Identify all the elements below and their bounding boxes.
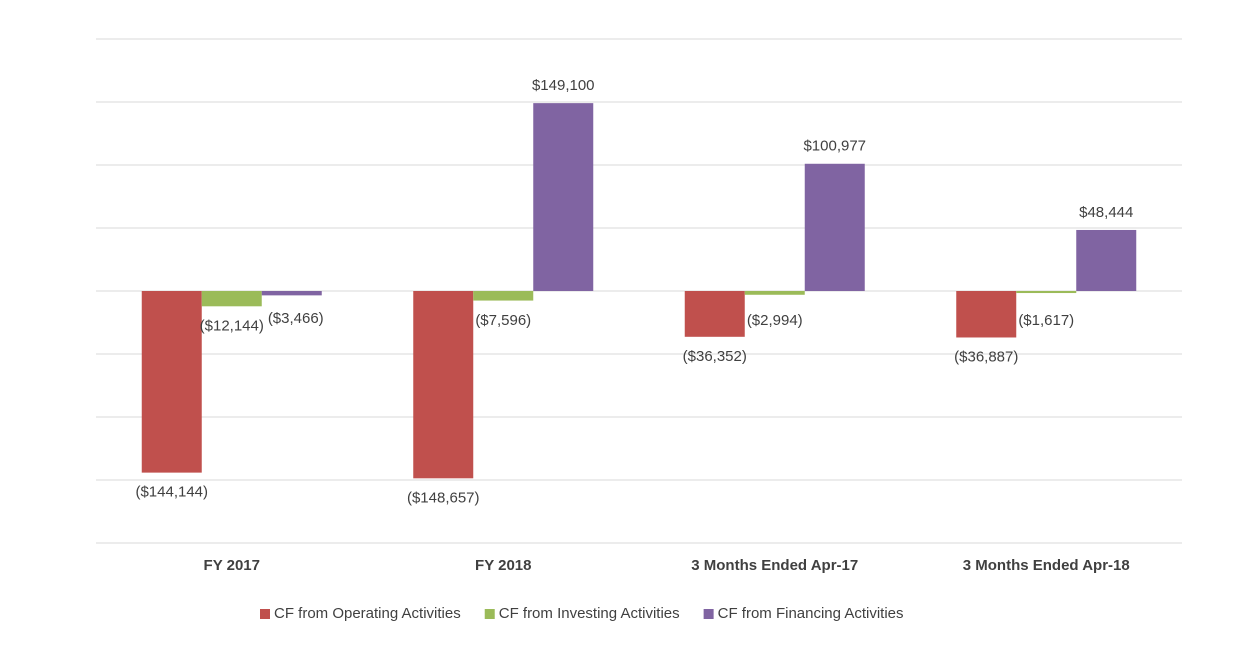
x-tick-label: 3 Months Ended Apr-18 — [963, 557, 1130, 574]
legend-label: CF from Operating Activities — [274, 605, 461, 622]
legend-swatch — [703, 609, 714, 619]
legend-label: CF from Investing Activities — [499, 605, 680, 622]
x-tick-label: 3 Months Ended Apr-17 — [691, 557, 858, 574]
data-label: ($3,466) — [268, 310, 324, 327]
bar — [1016, 291, 1077, 294]
bar — [413, 291, 474, 479]
bar — [533, 103, 594, 291]
data-label: ($12,144) — [200, 317, 264, 334]
data-label: $149,100 — [532, 77, 595, 94]
bar — [201, 291, 262, 307]
bar — [1076, 229, 1137, 291]
data-label: $100,977 — [803, 138, 866, 155]
x-tick-label: FY 2018 — [475, 557, 531, 574]
bar — [956, 291, 1017, 338]
legend-swatch — [260, 609, 270, 619]
bar — [261, 291, 322, 296]
legend-swatch — [484, 609, 495, 619]
bar — [804, 163, 865, 291]
legend-label: CF from Financing Activities — [718, 605, 904, 622]
data-label: ($144,144) — [135, 484, 208, 501]
x-tick-label: FY 2017 — [204, 557, 260, 574]
bar — [744, 291, 805, 295]
data-label: ($7,596) — [475, 312, 531, 329]
data-label: ($36,352) — [683, 348, 747, 365]
data-label: ($36,887) — [954, 348, 1018, 365]
bar — [684, 291, 745, 337]
bar — [141, 291, 202, 473]
data-label: ($1,617) — [1018, 312, 1074, 329]
bar — [473, 291, 534, 301]
data-label: $48,444 — [1079, 204, 1133, 221]
data-label: ($2,994) — [747, 312, 803, 329]
data-label: ($148,657) — [407, 489, 480, 506]
